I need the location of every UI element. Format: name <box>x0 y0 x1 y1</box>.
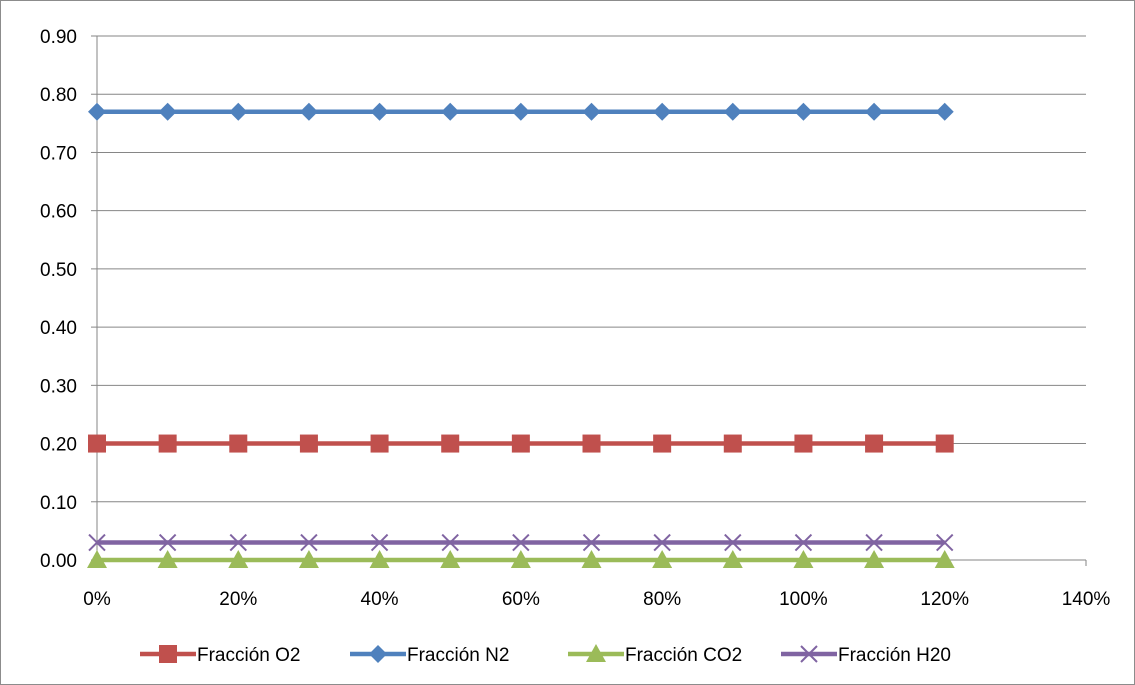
data-point <box>228 550 249 568</box>
data-point <box>511 434 530 453</box>
data-point <box>88 102 106 121</box>
data-point <box>865 102 884 121</box>
legend-item: Fracción CO2 <box>568 644 742 666</box>
data-point <box>935 102 954 121</box>
data-point <box>653 102 672 121</box>
data-point <box>864 550 885 568</box>
data-point <box>723 434 742 453</box>
data-point <box>794 434 813 453</box>
data-point <box>299 102 318 121</box>
series-group <box>87 102 955 568</box>
y-tick-label: 0.20 <box>40 435 77 456</box>
y-tick-label: 0.70 <box>40 143 77 164</box>
data-point <box>582 533 601 552</box>
y-tick-label: 0.10 <box>40 493 77 514</box>
series-fracci-n-h20 <box>88 533 954 552</box>
data-point <box>582 434 601 453</box>
data-point <box>299 434 318 453</box>
data-point <box>440 550 461 568</box>
x-tick-label: 40% <box>361 589 399 610</box>
data-point <box>370 102 389 121</box>
x-tick-label: 60% <box>502 589 540 610</box>
y-tick-label: 0.30 <box>40 376 77 397</box>
data-point <box>793 550 814 568</box>
data-point <box>934 550 955 568</box>
data-point <box>88 434 106 453</box>
data-point <box>441 434 460 453</box>
x-tick-label: 120% <box>920 589 969 610</box>
data-point <box>229 434 248 453</box>
data-point <box>88 533 106 552</box>
data-point <box>369 550 390 568</box>
data-point <box>157 550 178 568</box>
data-point <box>87 550 107 568</box>
legend-label: Fracción N2 <box>407 645 509 666</box>
legend-label: Fracción CO2 <box>625 645 742 666</box>
data-point <box>229 533 247 552</box>
y-tick-label: 0.00 <box>40 551 77 572</box>
data-point <box>300 533 318 552</box>
data-point <box>158 533 177 552</box>
data-point <box>936 533 954 552</box>
x-tick-label: 100% <box>779 589 828 610</box>
legend-label: Fracción O2 <box>197 645 300 666</box>
legend-item: Fracción H20 <box>781 645 951 666</box>
data-point <box>512 533 530 552</box>
data-point <box>511 102 530 121</box>
y-tick-label: 0.60 <box>40 202 77 223</box>
y-tick-label: 0.40 <box>40 318 77 339</box>
legend-item: Fracción N2 <box>350 645 509 666</box>
data-point <box>935 434 954 453</box>
data-point <box>652 550 673 568</box>
data-point <box>653 434 672 453</box>
data-point <box>724 533 742 552</box>
data-point <box>370 533 389 552</box>
x-tick-label: 140% <box>1062 589 1111 610</box>
legend-label: Fracción H20 <box>838 645 951 666</box>
data-point <box>229 102 248 121</box>
data-point <box>441 533 459 552</box>
y-tick-label: 0.90 <box>40 27 77 48</box>
data-point <box>581 550 602 568</box>
data-point <box>298 550 319 568</box>
data-point <box>794 533 813 552</box>
data-point <box>370 434 389 453</box>
series-fracci-n-n2 <box>88 102 954 121</box>
legend-marker <box>800 645 818 663</box>
legend: Fracción O2 Fracción N2 Fracción CO2 Fracci… <box>140 644 951 666</box>
data-point <box>510 550 531 568</box>
data-point <box>158 102 177 121</box>
y-tick-label: 0.80 <box>40 85 77 106</box>
series-fracci-n-o2 <box>88 434 954 453</box>
x-tick-label: 20% <box>219 589 257 610</box>
data-point <box>441 102 460 121</box>
data-point <box>582 102 601 121</box>
x-tick-label: 80% <box>643 589 681 610</box>
data-point <box>794 102 813 121</box>
data-point <box>722 550 743 568</box>
data-point <box>723 102 742 121</box>
legend-item: Fracción O2 <box>140 645 300 666</box>
data-point <box>653 533 671 552</box>
data-point <box>865 434 884 453</box>
legend-marker <box>369 645 387 663</box>
data-point <box>865 533 883 552</box>
series-fracci-n-co2 <box>87 550 955 568</box>
y-tick-label: 0.50 <box>40 260 77 281</box>
x-tick-label: 0% <box>83 589 111 610</box>
legend-marker <box>159 645 177 663</box>
legend-marker <box>586 644 606 662</box>
data-point <box>158 434 177 453</box>
